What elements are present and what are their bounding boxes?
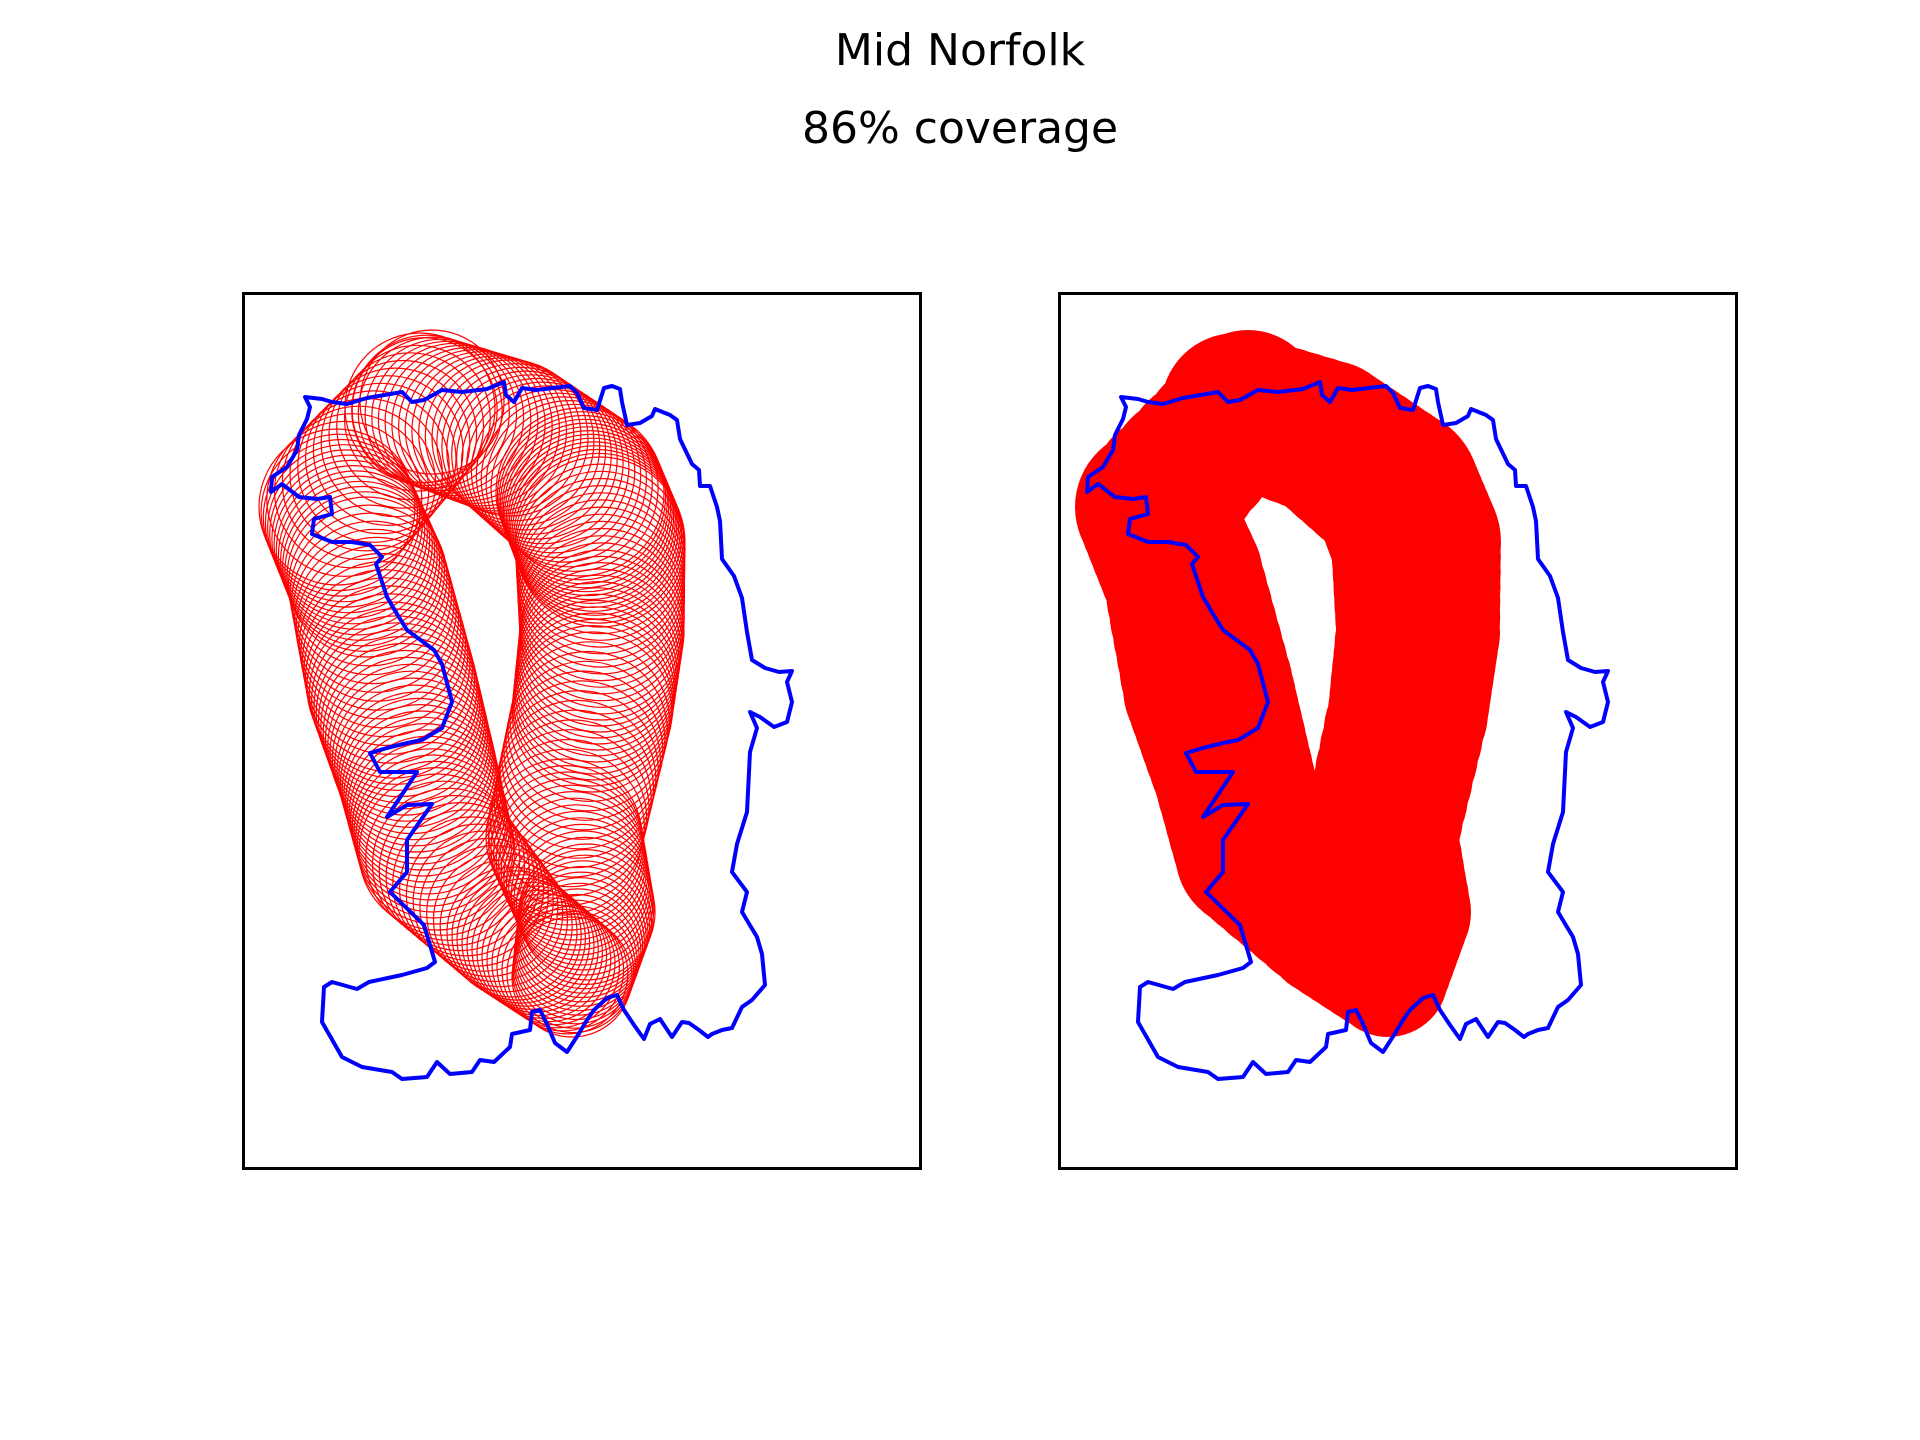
- coverage-circle-outline: [313, 622, 483, 791]
- coverage-circle-outline: [378, 794, 530, 947]
- coverage-circle-outline: [351, 336, 498, 484]
- coverage-circle-outline: [365, 780, 521, 936]
- coverage-circles: [258, 329, 686, 1038]
- coverage-circle-outline: [260, 433, 419, 592]
- coverage-circle-outline: [297, 390, 450, 543]
- coverage-circle-outline: [353, 754, 512, 913]
- coverage-circle-outline: [418, 355, 575, 512]
- panel-frame: [1058, 292, 1738, 1170]
- coverage-circle-outline: [303, 585, 473, 755]
- coverage-circle-outline: [377, 342, 532, 497]
- coverage-circle-outline: [510, 823, 653, 966]
- coverage-circle-outline: [490, 403, 659, 572]
- coverage-circle-outline: [480, 396, 647, 563]
- coverage-circle-outline: [266, 449, 426, 608]
- coverage-circle-outline: [451, 870, 582, 1001]
- coverage-circle-outline: [515, 877, 645, 1007]
- coverage-circle-outline: [466, 881, 595, 1010]
- coverage-circle-outline: [341, 710, 502, 871]
- coverage-circle-outline: [320, 367, 471, 518]
- coverage-circle-outline: [275, 470, 436, 630]
- coverage-subtitle: 86% coverage: [801, 103, 1119, 154]
- coverage-circle-outline: [305, 382, 457, 535]
- coverage-circle-outline: [515, 836, 655, 976]
- figure-title: Mid Norfolk: [834, 25, 1086, 76]
- coverage-circle-outline: [277, 475, 438, 636]
- constituency-boundary: [269, 380, 794, 1081]
- coverage-circle-outline: [317, 636, 486, 804]
- coverage-circle-outline: [343, 344, 491, 492]
- coverage-circle-outline: [508, 441, 680, 612]
- coverage-circle-outline: [312, 375, 464, 526]
- coverage-circle-outline: [485, 399, 653, 568]
- coverage-circle-outline: [273, 465, 433, 625]
- coverage-circle-outline: [264, 444, 424, 603]
- coverage-circle-outline: [322, 649, 489, 816]
- coverage-circle-outline: [339, 703, 501, 865]
- coverage-circle-outline: [349, 741, 509, 901]
- constituency-boundary: [1085, 380, 1610, 1081]
- coverage-circle-outline: [446, 866, 578, 998]
- coverage-circle-outline: [411, 353, 568, 510]
- coverage-circle-outline: [476, 889, 604, 1017]
- coverage-circle-outline: [498, 414, 668, 585]
- coverage-circle-outline: [328, 359, 478, 509]
- coverage-circle-outline: [509, 445, 681, 616]
- panel-frame: [242, 292, 922, 1170]
- coverage-circle-outline: [392, 809, 540, 957]
- coverage-circle-outline: [505, 433, 676, 604]
- coverage-circle-outline: [461, 878, 591, 1007]
- coverage-circle-outline: [501, 422, 672, 593]
- coverage-circle-outline: [475, 392, 642, 559]
- panel-coverage-fill: [1058, 292, 1738, 1170]
- coverage-circle-outline: [412, 830, 554, 972]
- panel-circle-outlines: [242, 292, 922, 1170]
- coverage-circle-outline: [495, 407, 665, 577]
- coverage-circle-outline: [336, 352, 485, 501]
- coverage-circle-outline: [269, 454, 428, 614]
- coverage-disc: [1176, 330, 1320, 474]
- coverage-circle-outline: [271, 459, 431, 619]
- coverage-circle-outline: [419, 837, 559, 978]
- coverage-circle-outline: [456, 874, 587, 1004]
- coverage-circle-outline: [351, 748, 511, 907]
- coverage-circle-outline: [426, 844, 564, 983]
- coverage-area: [1075, 330, 1501, 1037]
- coverage-circle-outline: [499, 418, 670, 589]
- coverage-circle-outline: [432, 852, 569, 988]
